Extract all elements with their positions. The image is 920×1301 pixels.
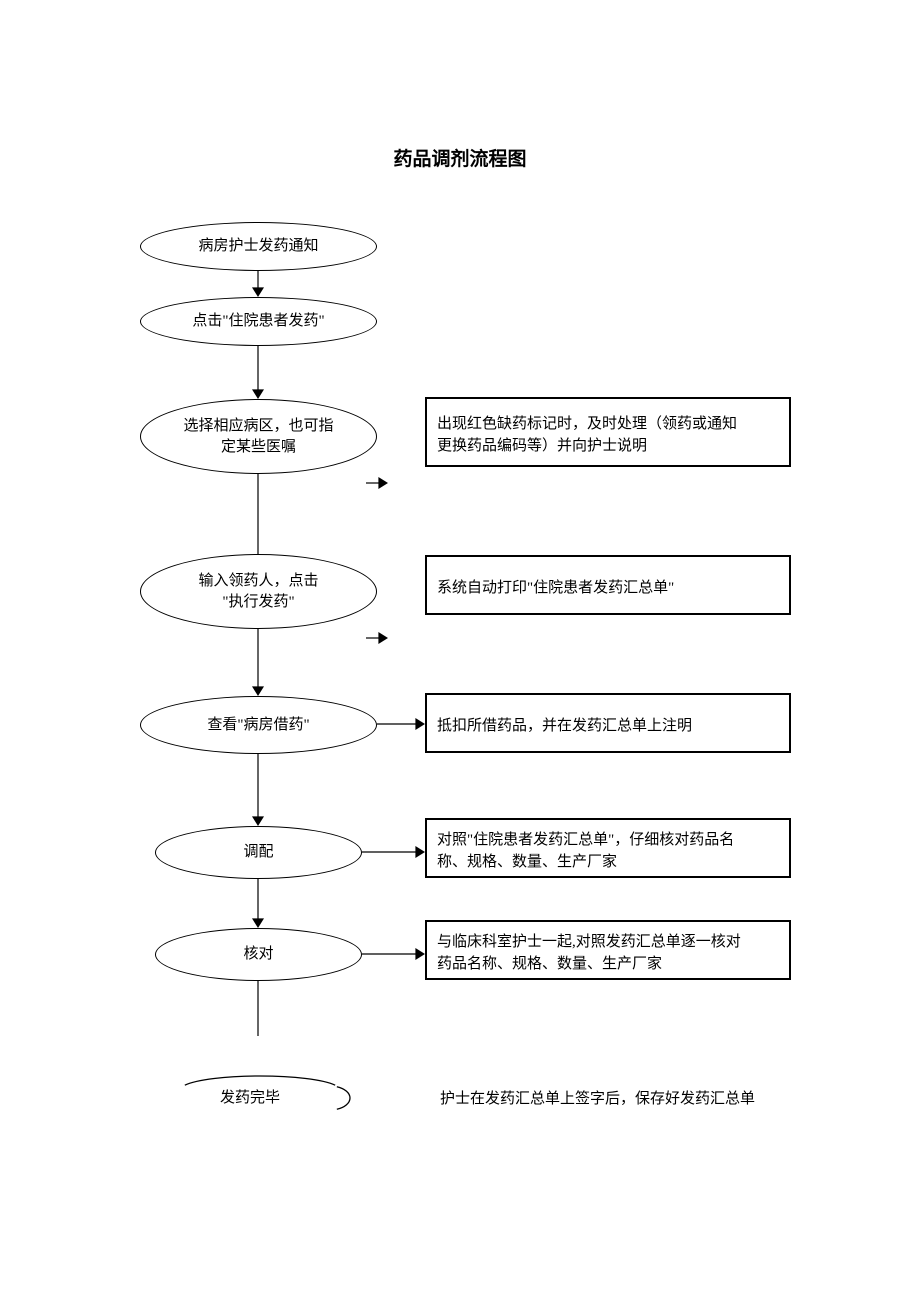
node-n2: 点击"住院患者发药" [140,297,377,346]
node-r4: 系统自动打印"住院患者发药汇总单" [425,555,791,615]
page-title: 药品调剂流程图 [0,144,920,171]
flowchart-page: 药品调剂流程图 病房护士发药通知点击"住院患者发药" 选择相应病区，也可指定某些医… [0,0,920,1301]
node-n6: 调配 [155,826,362,879]
node-r7: 与临床科室护士一起,对照发药汇总单逐一核对药品名称、规格、数量、生产厂家 [425,920,791,980]
node-n3: 选择相应病区，也可指定某些医嘱 [140,399,377,474]
node-r3: 出现红色缺药标记时，及时处理（领药或通知更换药品编码等）并向护士说明 [425,397,791,467]
node-r5: 抵扣所借药品，并在发药汇总单上注明 [425,693,791,753]
final-node-label: 发药完毕 [220,1086,280,1107]
node-n1: 病房护士发药通知 [140,222,377,271]
node-r6: 对照"住院患者发药汇总单"，仔细核对药品名称、规格、数量、生产厂家 [425,818,791,878]
node-n4: 输入领药人，点击"执行发药" [140,554,377,629]
node-n7: 核对 [155,928,362,981]
node-n5: 查看"病房借药" [140,696,377,754]
node-t8: 护士在发药汇总单上签字后，保存好发药汇总单 [440,1088,806,1111]
